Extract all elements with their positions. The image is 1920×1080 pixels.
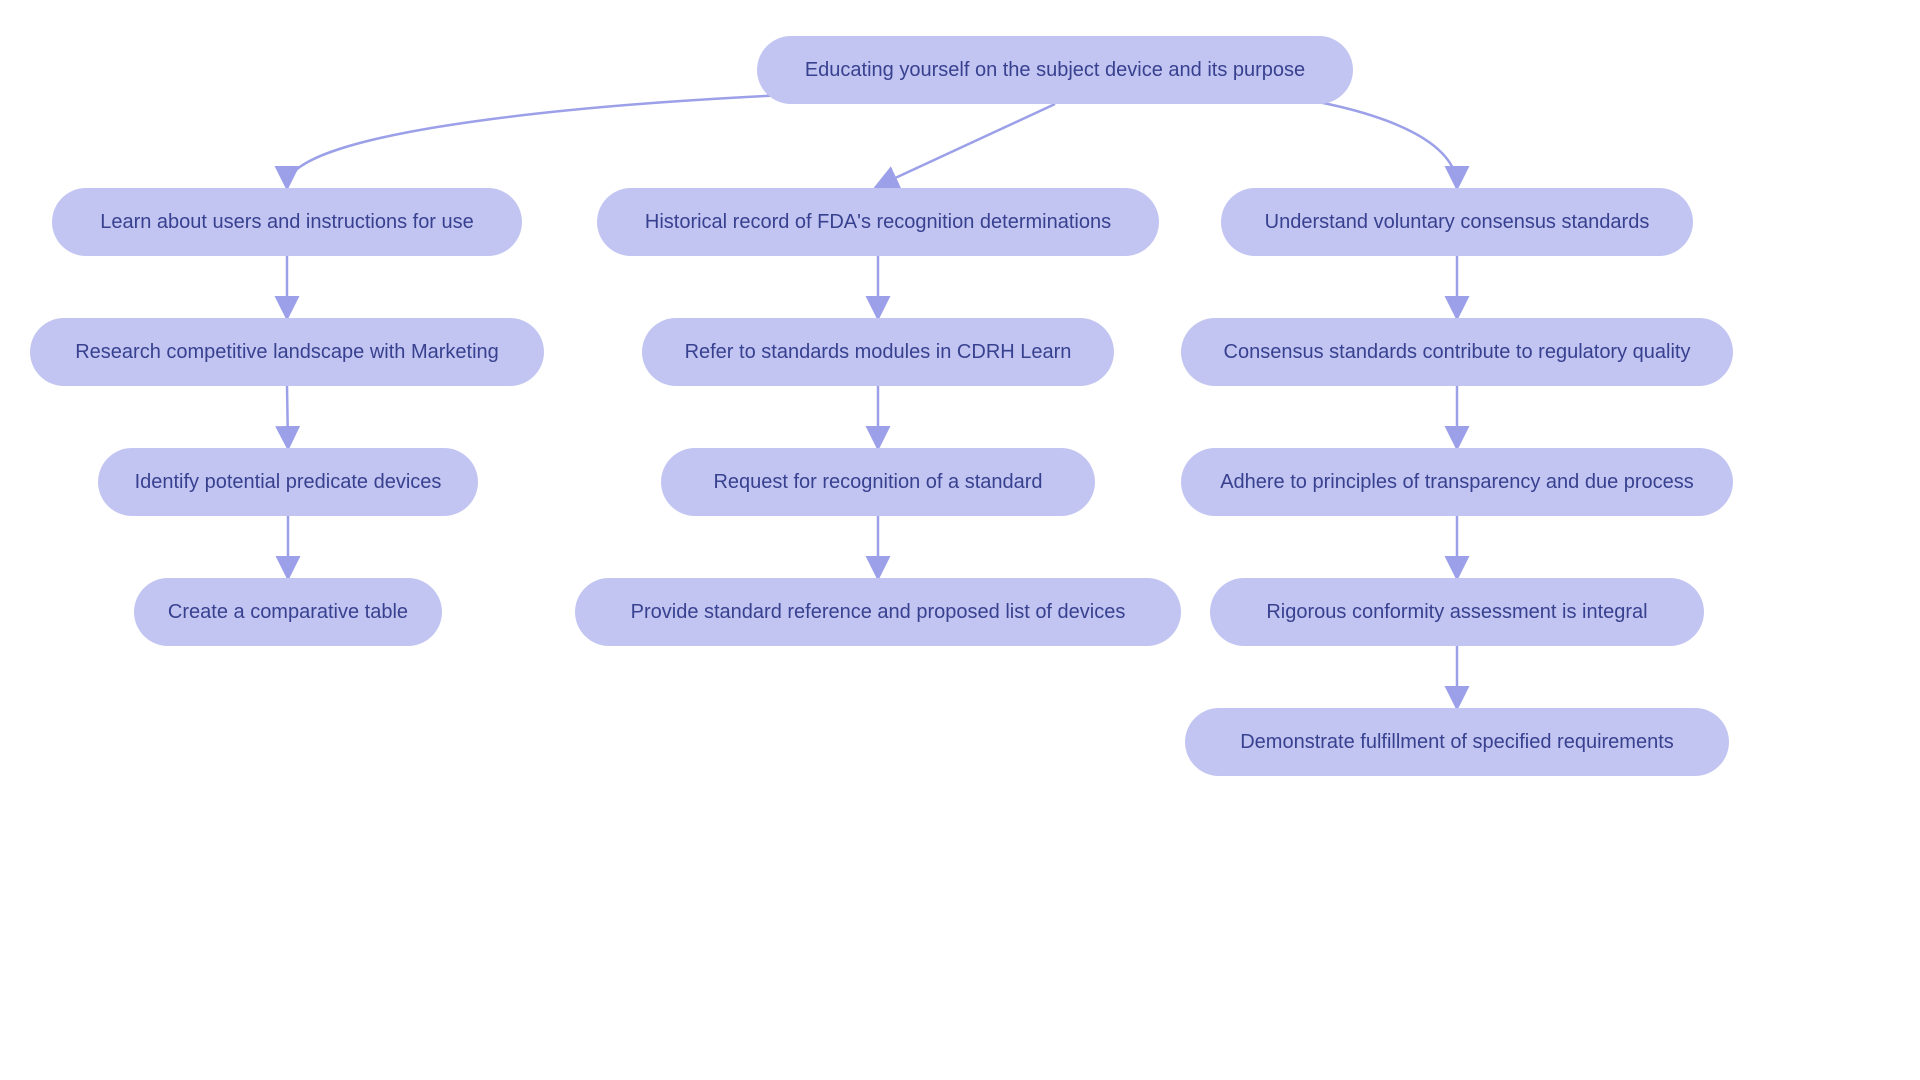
flowchart-node-c2: Consensus standards contribute to regula… bbox=[1181, 318, 1733, 386]
flowchart-node-b2: Refer to standards modules in CDRH Learn bbox=[642, 318, 1114, 386]
flowchart-node-a2: Research competitive landscape with Mark… bbox=[30, 318, 544, 386]
flowchart-node-c1: Understand voluntary consensus standards bbox=[1221, 188, 1693, 256]
flowchart-node-a4: Create a comparative table bbox=[134, 578, 442, 646]
flowchart-edge bbox=[1246, 92, 1457, 186]
flowchart-node-c3: Adhere to principles of transparency and… bbox=[1181, 448, 1733, 516]
flowchart-node-b1: Historical record of FDA's recognition d… bbox=[597, 188, 1159, 256]
flowchart-node-root: Educating yourself on the subject device… bbox=[757, 36, 1353, 104]
flowchart-node-b4: Provide standard reference and proposed … bbox=[575, 578, 1181, 646]
flowchart-edge bbox=[287, 386, 288, 446]
flowchart-edge bbox=[287, 92, 864, 186]
flowchart-node-a3: Identify potential predicate devices bbox=[98, 448, 478, 516]
flowchart-node-b3: Request for recognition of a standard bbox=[661, 448, 1095, 516]
flowchart-node-c5: Demonstrate fulfillment of specified req… bbox=[1185, 708, 1729, 776]
flowchart-edge bbox=[878, 104, 1055, 186]
flowchart-node-a1: Learn about users and instructions for u… bbox=[52, 188, 522, 256]
flowchart-edges bbox=[0, 0, 1920, 1080]
flowchart-node-c4: Rigorous conformity assessment is integr… bbox=[1210, 578, 1704, 646]
